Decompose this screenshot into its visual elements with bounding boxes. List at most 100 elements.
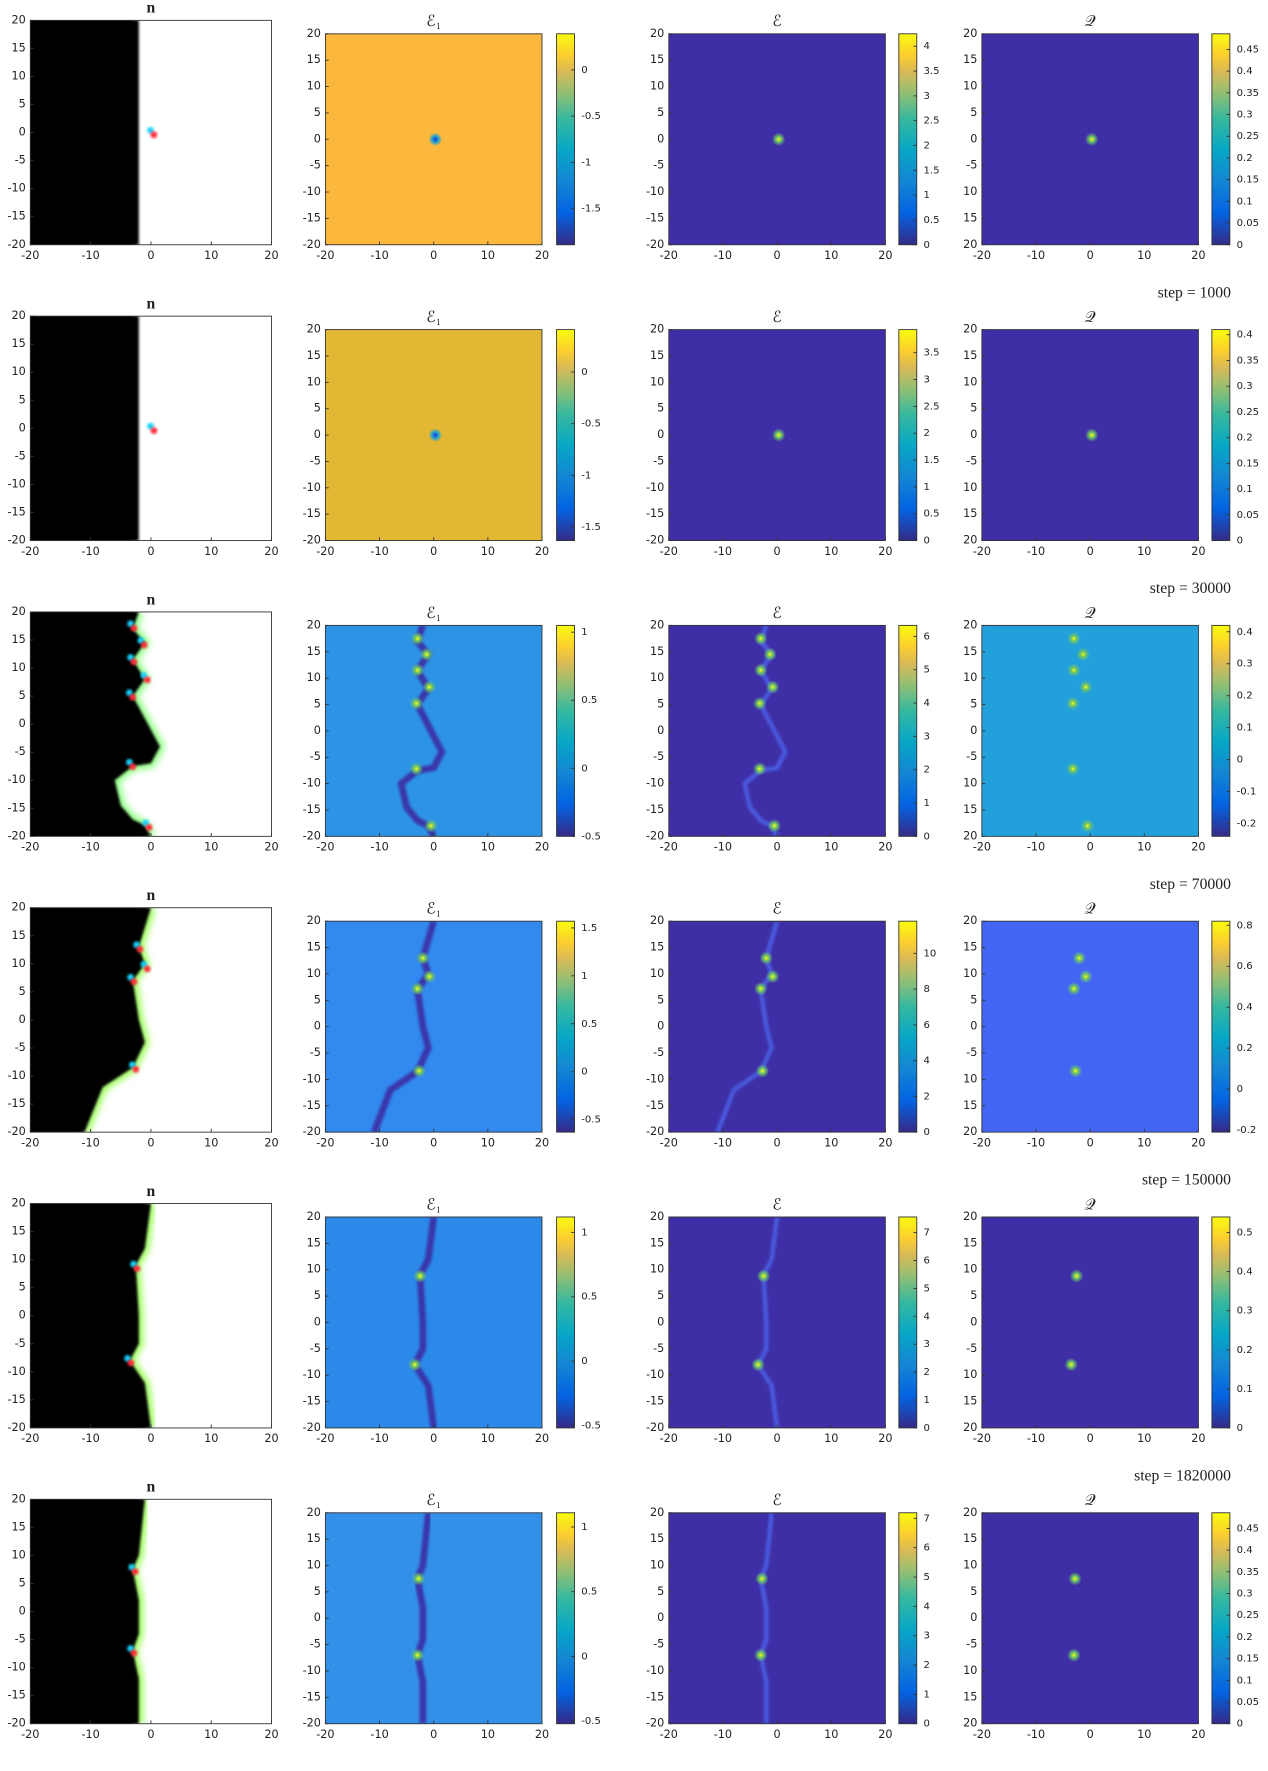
defect [410,1648,425,1662]
x-tick-label: -20 [316,841,334,854]
x-tick-label: 0 [774,1432,781,1445]
colorbar-tick-label: 2 [924,765,930,776]
defect [1064,1357,1078,1372]
y-tick-label: 20 [963,238,977,251]
x-tick-label: 0 [430,545,437,558]
x-tick-label: 20 [1191,545,1205,558]
y-tick-label: -15 [303,1395,321,1408]
panel-title: ℰ₁ [426,1196,441,1213]
y-tick-label: 20 [963,1210,977,1223]
x-tick-label: 0 [147,1728,154,1741]
colorbar-tick-label: 6 [924,1256,930,1267]
colorbar-tick-label: 4 [924,698,930,709]
x-tick-label: -20 [660,1136,678,1149]
y-tick-label: -10 [646,1072,664,1085]
y-tick-label: -5 [310,1342,321,1355]
y-tick-label: 10 [307,80,321,93]
x-tick-label: -10 [714,1136,732,1149]
colorbar-tick-label: 3 [924,731,930,742]
x-tick-label: 0 [1087,841,1094,854]
defect [422,969,437,984]
colorbar-tick-label: 3.5 [924,348,940,359]
colorbar [556,1512,575,1725]
y-tick-label: -20 [7,238,25,251]
y-tick-label: 0 [19,1605,26,1618]
y-tick-label: 20 [963,829,977,842]
y-tick-label: -10 [7,773,25,786]
colorbar-tick-label: 0.1 [1237,1384,1253,1395]
x-tick-label: -20 [316,1136,334,1149]
panel: n -20 -10 0 10 20 -20 -15 -10 -5 0 5 10 15 20 [7,296,278,558]
field-bg [668,1216,886,1428]
y-tick-label: -20 [303,238,321,251]
colorbar-tick-label: -0.5 [581,419,601,430]
y-tick-label: -20 [303,829,321,842]
defect [763,647,777,662]
defect [424,819,438,833]
x-tick-label: 20 [1191,1136,1205,1149]
panel-title: n [147,0,156,17]
x-tick-label: -20 [316,1432,334,1445]
panel: ℰ₁ -20 -10 0 10 20 -20 -15 -10 -5 0 5 10 15 20 -0.5 0 0.5… [303,605,601,854]
y-tick-label: -15 [646,1099,664,1112]
x-tick-label: -10 [714,1432,732,1445]
y-tick-label: 10 [307,967,321,980]
defect [1066,696,1080,711]
defect-line [758,1512,774,1724]
defect [1068,1064,1083,1078]
colorbar-tick-label: 0.5 [581,695,597,706]
y-tick-label: 15 [307,941,321,954]
field-bg [981,625,1199,837]
y-tick-label: -5 [15,449,26,462]
y-tick-label: -5 [310,159,321,172]
colorbar-tick-label: 0.2 [1237,691,1253,702]
colorbar-tick-label: 0 [1237,536,1243,547]
colorbar-tick-label: 0.5 [1237,1228,1253,1239]
colorbar-tick-label: 0.1 [1237,196,1253,207]
y-tick-label: 0 [970,1315,977,1328]
y-tick-label: 20 [307,914,321,927]
y-tick-label: 5 [657,993,664,1006]
colorbar-tick-label: 7 [924,1228,930,1239]
y-tick-label: 0 [19,421,26,434]
defect [754,981,768,996]
x-tick-label: 0 [147,841,154,854]
x-tick-label: -20 [973,1432,991,1445]
panel-title: n [147,887,156,904]
x-tick-label: -10 [714,1728,732,1741]
x-tick-label: 20 [535,1432,549,1445]
defect [1067,663,1081,677]
y-tick-label: 20 [12,901,26,914]
x-tick-label: -10 [81,1728,99,1741]
field-bg [981,1512,1199,1724]
x-tick-label: 10 [824,1432,838,1445]
y-tick-label: 10 [12,661,26,674]
defect [410,631,425,646]
colorbar [898,329,918,542]
panel-title: n [147,1183,156,1200]
y-tick-label: 15 [650,349,664,362]
colorbar [556,1216,575,1429]
defect [1079,680,1093,694]
y-tick-label: 0 [657,724,664,737]
y-tick-label: -10 [303,777,321,790]
y-tick-label: 5 [19,1576,26,1589]
y-tick-label: -15 [7,506,25,519]
y-tick-label: 5 [657,106,664,119]
y-tick-label: 0 [657,132,664,145]
defect [771,132,786,147]
defect [1067,631,1081,646]
colorbar-tick-label: 0 [1237,240,1243,251]
colorbar-tick-label: -1.5 [581,522,601,533]
annotation: step = 1820000 [1134,1467,1231,1484]
defect [754,1648,768,1662]
x-tick-label: -10 [1027,1728,1045,1741]
y-tick-label: -20 [646,1125,664,1138]
colorbar-tick-label: -0.5 [581,1420,601,1431]
y-tick-label: 10 [12,365,26,378]
colorbar-tick-label: 0.2 [1237,1345,1253,1356]
y-tick-label: 15 [307,349,321,362]
defect [771,428,786,442]
x-tick-label: 0 [1087,545,1094,558]
colorbar-tick-label: 0 [581,1651,587,1662]
